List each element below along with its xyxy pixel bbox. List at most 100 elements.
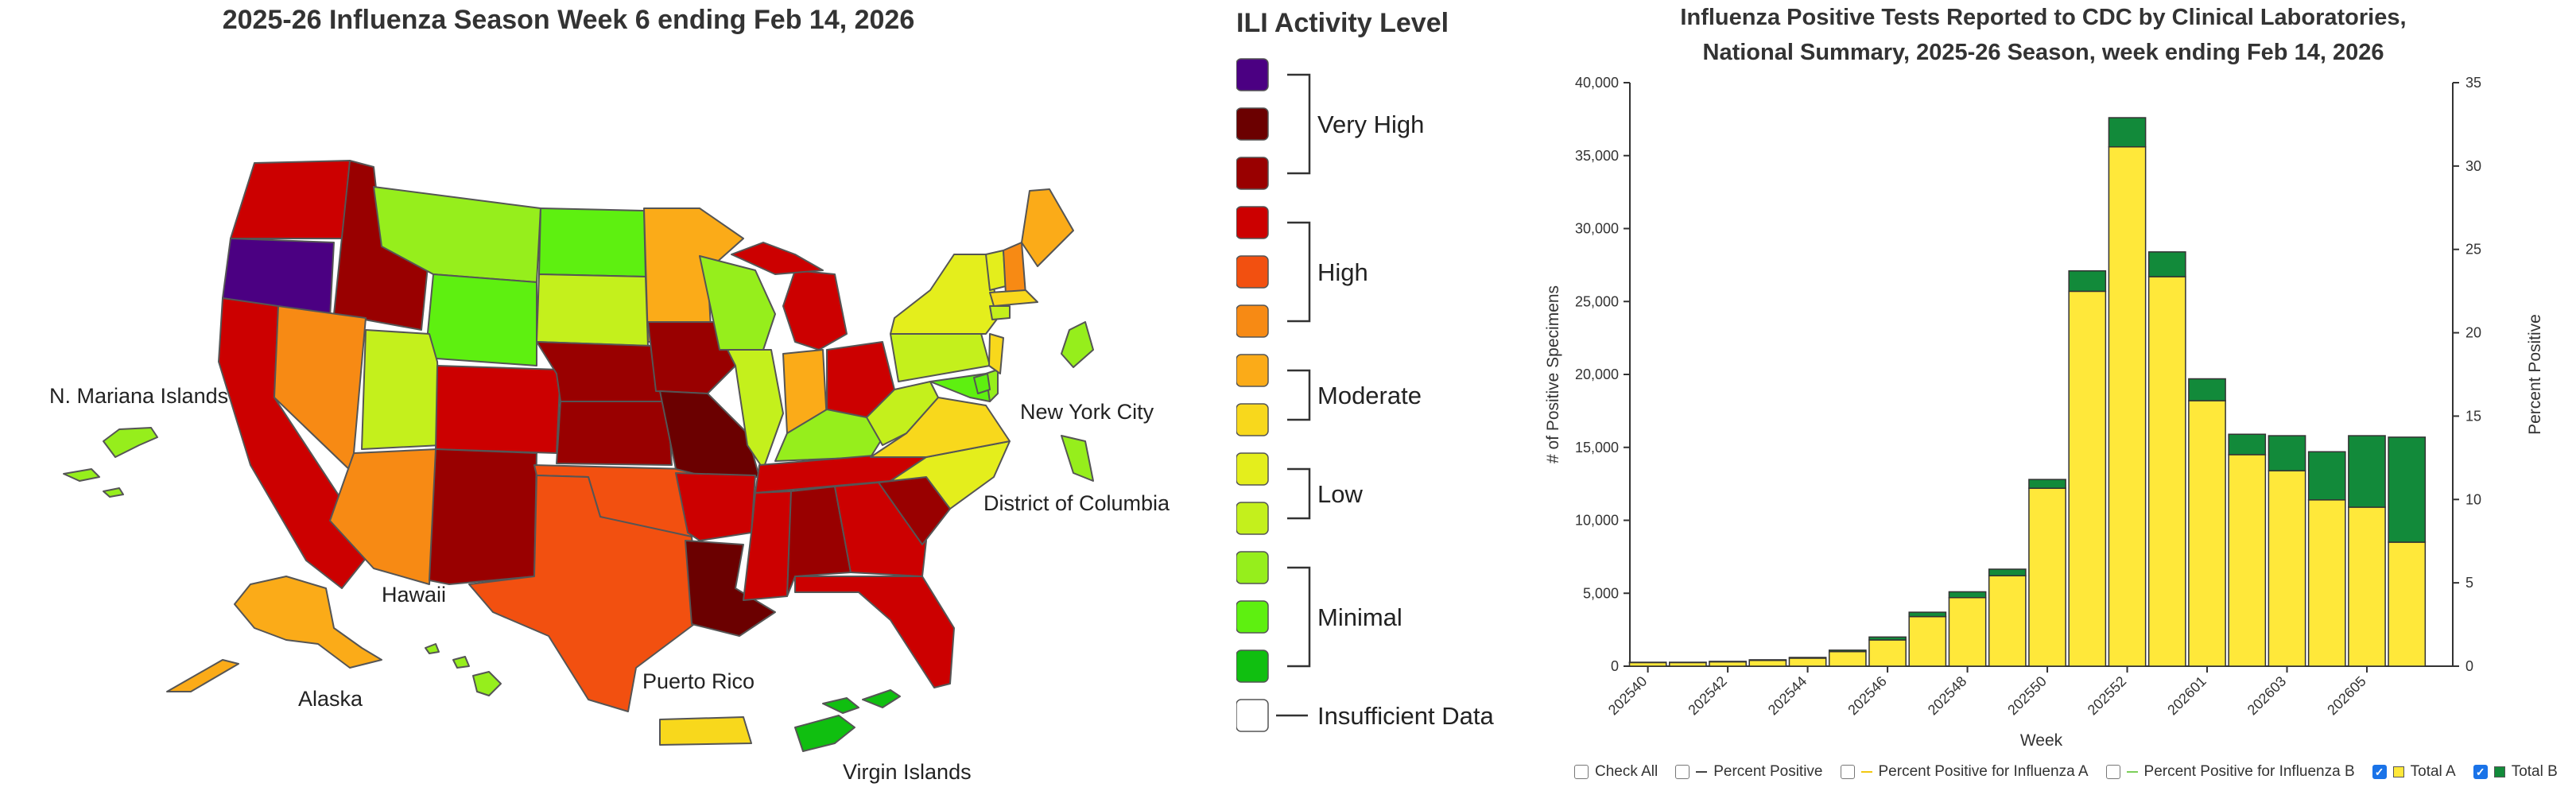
state-washington[interactable] xyxy=(230,160,355,239)
map-title: 2025-26 Influenza Season Week 6 ending F… xyxy=(222,5,915,35)
bar-total-a[interactable] xyxy=(2028,487,2066,667)
bar-total-a[interactable] xyxy=(2228,454,2267,667)
state-arizona[interactable] xyxy=(329,448,438,585)
state-alabama[interactable] xyxy=(786,486,852,597)
state-west-virginia[interactable] xyxy=(866,381,939,446)
bar-total-b[interactable] xyxy=(1988,568,2027,576)
state-mississippi[interactable] xyxy=(743,490,792,601)
territory-puerto-rico[interactable] xyxy=(659,716,752,746)
total-a-control[interactable]: ✓ Total A xyxy=(2372,763,2456,781)
territory-mariana-1[interactable] xyxy=(103,427,158,458)
territory-mariana-3[interactable] xyxy=(103,487,124,498)
percent-positive-a-label: Percent Positive for Influenza A xyxy=(1878,763,2089,780)
bar-total-a[interactable] xyxy=(1788,657,1827,667)
check-all-checkbox[interactable] xyxy=(1574,765,1589,779)
bar-total-a[interactable] xyxy=(2307,499,2346,667)
state-massachusetts[interactable] xyxy=(989,289,1038,307)
state-texas[interactable] xyxy=(468,475,700,712)
state-new-jersey[interactable] xyxy=(988,333,1004,374)
percent-positive-a-checkbox[interactable] xyxy=(1840,765,1855,779)
bar-total-a[interactable] xyxy=(2068,290,2107,667)
state-michigan-up[interactable] xyxy=(731,242,824,275)
bar-total-a[interactable] xyxy=(2108,145,2147,667)
state-louisiana[interactable] xyxy=(685,540,776,637)
bar-total-b[interactable] xyxy=(2147,251,2186,277)
territory-nyc[interactable] xyxy=(1061,435,1094,482)
percent-positive-b-control[interactable]: Percent Positive for Influenza B xyxy=(2105,763,2355,781)
bar-total-b[interactable] xyxy=(1828,649,1867,653)
percent-positive-control[interactable]: Percent Positive xyxy=(1675,763,1823,781)
state-utah[interactable] xyxy=(361,329,442,450)
bar-total-a[interactable] xyxy=(2147,276,2186,667)
state-kansas[interactable] xyxy=(556,401,673,466)
bar-total-b[interactable] xyxy=(1788,657,1827,659)
territory-alaska-tail[interactable] xyxy=(166,659,239,692)
label-mariana: N. Mariana Islands xyxy=(49,384,228,408)
x-tick-label: 202552 xyxy=(2085,673,2130,719)
bar-total-b[interactable] xyxy=(2307,451,2346,501)
bar-total-b[interactable] xyxy=(2388,436,2427,543)
bar-total-a[interactable] xyxy=(2188,400,2226,667)
bar-total-a[interactable] xyxy=(1748,659,1787,667)
territory-mariana-2[interactable] xyxy=(63,468,100,482)
territory-virgin-islands-1[interactable] xyxy=(794,715,855,752)
state-florida[interactable] xyxy=(794,576,955,688)
bar-total-b[interactable] xyxy=(2348,435,2386,508)
state-wisconsin[interactable] xyxy=(699,255,776,351)
state-connecticut[interactable] xyxy=(989,305,1011,320)
bar-total-b[interactable] xyxy=(1709,661,1747,663)
percent-positive-checkbox[interactable] xyxy=(1675,765,1690,779)
legend-swatch xyxy=(1236,157,1269,190)
bar-total-b[interactable] xyxy=(2188,378,2226,401)
state-colorado[interactable] xyxy=(435,365,561,454)
total-b-control[interactable]: ✓ Total B xyxy=(2473,763,2558,781)
total-b-checkbox[interactable]: ✓ xyxy=(2473,765,2488,779)
total-a-checkbox[interactable]: ✓ xyxy=(2372,765,2387,779)
percent-positive-a-control[interactable]: Percent Positive for Influenza A xyxy=(1840,763,2089,781)
state-iowa[interactable] xyxy=(647,321,736,394)
bar-total-a[interactable] xyxy=(1988,575,2027,667)
territory-virgin-islands-3[interactable] xyxy=(862,689,901,708)
legend-group-label: Insufficient Data xyxy=(1317,702,1494,730)
state-georgia[interactable] xyxy=(834,482,927,577)
bar-total-a[interactable] xyxy=(1709,661,1747,667)
bar-total-a[interactable] xyxy=(2268,470,2306,667)
bar-total-b[interactable] xyxy=(1908,611,1947,618)
bar-total-b[interactable] xyxy=(2028,479,2066,489)
bar-total-b[interactable] xyxy=(2268,435,2306,471)
bar-total-b[interactable] xyxy=(1948,591,1987,599)
state-north-dakota[interactable] xyxy=(538,207,646,277)
state-new-hampshire[interactable] xyxy=(1003,242,1026,295)
state-new-york[interactable] xyxy=(890,254,999,335)
territory-nyc-upper[interactable] xyxy=(1061,321,1094,368)
bar-total-a[interactable] xyxy=(1948,597,1987,667)
bar-total-b[interactable] xyxy=(2228,433,2267,456)
state-arkansas[interactable] xyxy=(675,472,756,541)
bar-total-a[interactable] xyxy=(1828,650,1867,667)
territory-hawaii-oahu[interactable] xyxy=(425,643,440,654)
territory-hawaii-big[interactable] xyxy=(472,671,502,696)
state-wyoming[interactable] xyxy=(425,273,537,366)
state-new-mexico[interactable] xyxy=(429,448,537,585)
territory-hawaii-maui[interactable] xyxy=(452,656,470,669)
bar-total-b[interactable] xyxy=(1868,636,1907,641)
state-south-dakota[interactable] xyxy=(536,273,649,347)
territory-dc[interactable] xyxy=(973,373,991,394)
bar-total-b[interactable] xyxy=(2108,117,2147,148)
x-tick-label: 202605 xyxy=(2324,673,2369,719)
state-maine[interactable] xyxy=(1021,188,1074,267)
state-michigan[interactable] xyxy=(782,269,848,351)
territory-virgin-islands-2[interactable] xyxy=(822,697,859,714)
bar-total-b[interactable] xyxy=(2068,269,2107,293)
legend-bracket xyxy=(1287,566,1311,668)
bar-total-a[interactable] xyxy=(1908,615,1947,667)
bar-total-a[interactable] xyxy=(2348,506,2386,667)
percent-positive-b-checkbox[interactable] xyxy=(2105,765,2120,779)
bar-total-a[interactable] xyxy=(2388,541,2427,667)
check-all-control[interactable]: Check All xyxy=(1574,763,1658,781)
bar-total-a[interactable] xyxy=(1868,639,1907,667)
territory-alaska[interactable] xyxy=(234,576,382,669)
bar-total-b[interactable] xyxy=(1748,659,1787,661)
y-tick-label: 30,000 xyxy=(1575,221,1619,237)
state-vermont[interactable] xyxy=(985,250,1007,291)
